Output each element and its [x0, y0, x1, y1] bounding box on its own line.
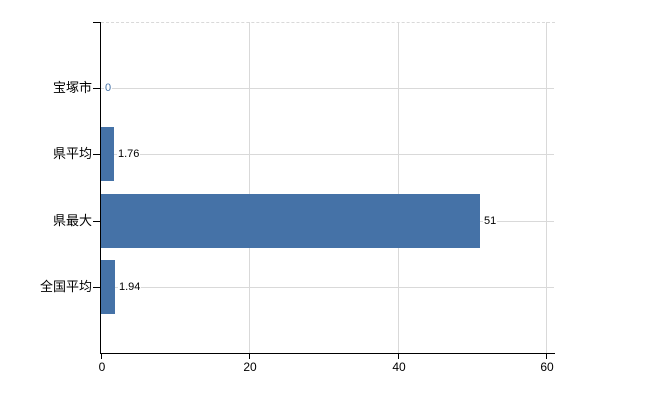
x-axis-tick: [249, 354, 250, 359]
x-axis-tick: [398, 354, 399, 359]
value-label: 0: [104, 81, 113, 95]
value-label: 1.76: [117, 147, 141, 161]
x-gridline: [398, 22, 399, 353]
x-axis-tick: [546, 354, 547, 359]
category-label: 県平均: [52, 146, 92, 161]
x-tick-label: 40: [392, 360, 406, 374]
x-axis-line: [100, 353, 555, 354]
y-axis-tick: [93, 287, 100, 288]
category-label: 宝塚市: [52, 80, 92, 95]
category-gridline: [101, 287, 554, 288]
category-gridline: [101, 88, 554, 89]
category-label: 県最大: [52, 213, 92, 228]
plot-top-gridline: [101, 22, 555, 23]
x-gridline: [249, 22, 250, 353]
x-tick-label: 0: [98, 360, 106, 374]
y-axis-tick: [93, 154, 100, 155]
y-axis-tick: [93, 88, 100, 89]
x-axis-tick: [101, 354, 102, 359]
value-label: 1.94: [118, 280, 142, 294]
y-axis-tick: [93, 221, 100, 222]
x-gridline: [546, 22, 547, 353]
x-tick-label: 60: [540, 360, 554, 374]
bar: [101, 127, 114, 181]
x-tick-label: 20: [243, 360, 257, 374]
y-axis-top-tick: [93, 22, 100, 23]
category-gridline: [101, 154, 554, 155]
bar: [101, 194, 480, 248]
value-label: 51: [483, 214, 498, 228]
category-label: 全国平均: [39, 279, 92, 294]
bar: [101, 260, 115, 314]
y-axis-line: [100, 22, 101, 354]
